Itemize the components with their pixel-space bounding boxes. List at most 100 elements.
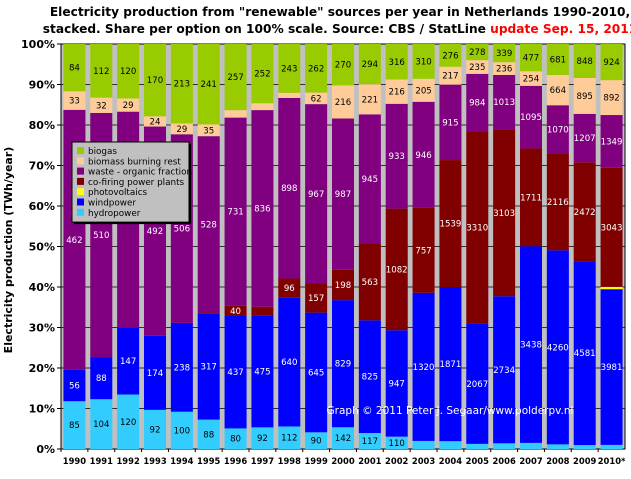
data-label-windpower-1991: 88	[96, 374, 107, 384]
chart-title-line-2-main: stacked. Share per option on 100% scale.…	[43, 22, 490, 36]
bar-biomass-burning-rest-2003	[412, 78, 435, 102]
y-tick-label-3: 30%	[29, 322, 55, 335]
bar-biomass-burning-rest-1992	[117, 98, 140, 112]
data-label-co-firing-power-plants-1998: 96	[284, 284, 295, 294]
bar-windpower-2004	[439, 286, 462, 442]
legend-label-co-firing-power-plants: co-firing power plants	[88, 178, 185, 188]
bar-stack-2004: 9518711539915217276	[439, 44, 462, 449]
bar-biomass-burning-rest-2001	[358, 84, 381, 115]
data-label-biogas-1998: 243	[281, 64, 297, 74]
bar-co-firing-power-plants-1996	[224, 305, 247, 316]
bar-co-firing-power-plants-2009	[573, 162, 596, 262]
data-label-biogas-1995: 241	[201, 80, 217, 90]
y-tick-label-5: 50%	[29, 241, 55, 254]
bar-biomass-burning-rest-1994	[170, 123, 193, 135]
bar-biogas-1999	[305, 44, 328, 93]
bar-waste-organic-fraction-2005	[466, 73, 489, 132]
bar-hydropower-1997	[251, 427, 274, 449]
x-tick-label-1997: 1997	[251, 456, 274, 466]
bar-waste-organic-fraction-2008	[546, 105, 569, 154]
data-label-waste-organic-fraction-2009: 1207	[574, 134, 596, 144]
bar-windpower-1998	[278, 297, 301, 427]
x-tick-label-1999: 1999	[304, 456, 327, 466]
data-label-biogas-2004: 276	[442, 51, 458, 61]
bar-waste-organic-fraction-2004	[439, 84, 462, 161]
bar-stack-1990: 855604623384	[63, 44, 86, 449]
legend-swatch-hydropower	[77, 208, 84, 216]
bar-biogas-1993	[143, 44, 167, 117]
x-tick-label-1993: 1993	[143, 456, 166, 466]
bar-co-firing-power-plants-2001	[358, 243, 381, 321]
data-label-waste-organic-fraction-2003: 946	[415, 151, 431, 161]
bar-waste-organic-fraction-2007	[519, 85, 543, 149]
data-label-co-firing-power-plants-2007: 1711	[520, 193, 542, 203]
data-label-biogas-1996: 257	[227, 73, 243, 83]
data-label-biomass-burning-rest-1993: 24	[150, 117, 161, 127]
bar-windpower-2006	[493, 296, 516, 444]
data-label-windpower-1995: 317	[201, 363, 217, 373]
x-tick-label-2005: 2005	[466, 456, 489, 466]
data-label-windpower-1998: 640	[281, 358, 297, 368]
bar-biomass-burning-rest-2009	[573, 78, 596, 114]
bar-hydropower-2002	[385, 436, 408, 449]
bar-biogas-2005	[466, 44, 489, 61]
y-axis: 0% 10% 20% 30% 40% 50% 60% 70% 80% 90% 100%	[21, 38, 61, 456]
bar-waste-organic-fraction-2000	[331, 118, 355, 270]
legend-label-biogas: biogas	[88, 147, 117, 157]
bar-stack-2000: 142 829 198 987 216 270	[331, 44, 355, 449]
data-label-waste-organic-fraction-1996: 731	[227, 208, 243, 218]
legend-swatch-biomass-burning-rest	[77, 157, 84, 165]
bar-co-firing-power-plants-2006	[493, 129, 516, 297]
bar-stack-2009: 98458124721207895848	[573, 44, 596, 449]
bar-hydropower-2007	[519, 442, 543, 449]
bar-windpower-1995	[197, 313, 220, 420]
data-label-biomass-burning-rest-2010: 892	[603, 94, 619, 104]
bar-biogas-1992	[117, 44, 140, 99]
data-label-waste-organic-fraction-2000: 987	[335, 190, 351, 200]
data-label-windpower-2010: 3981	[601, 363, 623, 373]
data-label-biomass-burning-rest-2005: 235	[469, 63, 485, 73]
bar-windpower-1991	[90, 357, 113, 400]
bar-waste-organic-fraction-2003	[412, 101, 435, 208]
y-axis-label: Electricity production (TWh/year)	[2, 147, 15, 354]
data-label-windpower-2007: 3438	[520, 341, 542, 351]
data-label-waste-organic-fraction-1991: 510	[93, 231, 109, 241]
bar-co-firing-power-plants-1998	[278, 278, 301, 298]
data-label-hydropower-1994: 100	[174, 426, 190, 436]
bar-stack-2010: 10539816030431349892924	[600, 44, 623, 449]
data-label-co-firing-power-plants-2010: 3043	[601, 223, 623, 233]
legend-swatch-biogas	[77, 147, 84, 154]
data-label-co-firing-power-plants-2003: 757	[415, 246, 431, 256]
bar-windpower-2001	[358, 320, 381, 434]
data-label-windpower-2006: 2734	[493, 366, 515, 376]
data-label-biomass-burning-rest-1999: 62	[311, 94, 322, 104]
bar-waste-organic-fraction-2006	[493, 74, 516, 130]
bar-stack-2003: 721320757946205310	[412, 44, 435, 449]
x-tick-label-2003: 2003	[412, 456, 435, 466]
bar-co-firing-power-plants-1999	[305, 283, 328, 313]
data-label-windpower-2002: 947	[389, 379, 405, 389]
data-label-waste-organic-fraction-2005: 984	[469, 98, 485, 108]
data-label-biogas-2006: 339	[496, 49, 512, 59]
bar-biomass-burning-rest-1999	[305, 92, 328, 105]
data-label-windpower-2004: 1871	[439, 360, 461, 370]
data-label-biogas-1993: 170	[147, 76, 163, 86]
bar-waste-organic-fraction-1995	[197, 136, 220, 313]
bar-stack-1995: 88317452835241	[197, 44, 220, 449]
bar-biomass-burning-rest-2006	[493, 62, 516, 75]
bar-hydropower-1993	[143, 409, 167, 449]
data-label-co-firing-power-plants-2005: 3310	[466, 223, 488, 233]
bar-stack-2005: 8820673310984235278	[466, 44, 489, 449]
data-label-waste-organic-fraction-1995: 528	[201, 220, 217, 230]
bar-biomass-burning-rest-2004	[439, 66, 462, 85]
bar-windpower-1999	[305, 312, 328, 433]
bar-hydropower-1991	[90, 399, 113, 449]
bar-biogas-2001	[358, 44, 381, 85]
y-tick-label-6: 60%	[29, 200, 55, 213]
data-label-biogas-2001: 294	[362, 60, 378, 70]
bar-waste-organic-fraction-2009	[573, 113, 596, 163]
legend-label-photovoltaics: photovoltaics	[88, 188, 148, 198]
x-tick-label-1998: 1998	[278, 456, 301, 466]
data-label-hydropower-1997: 92	[257, 434, 268, 444]
